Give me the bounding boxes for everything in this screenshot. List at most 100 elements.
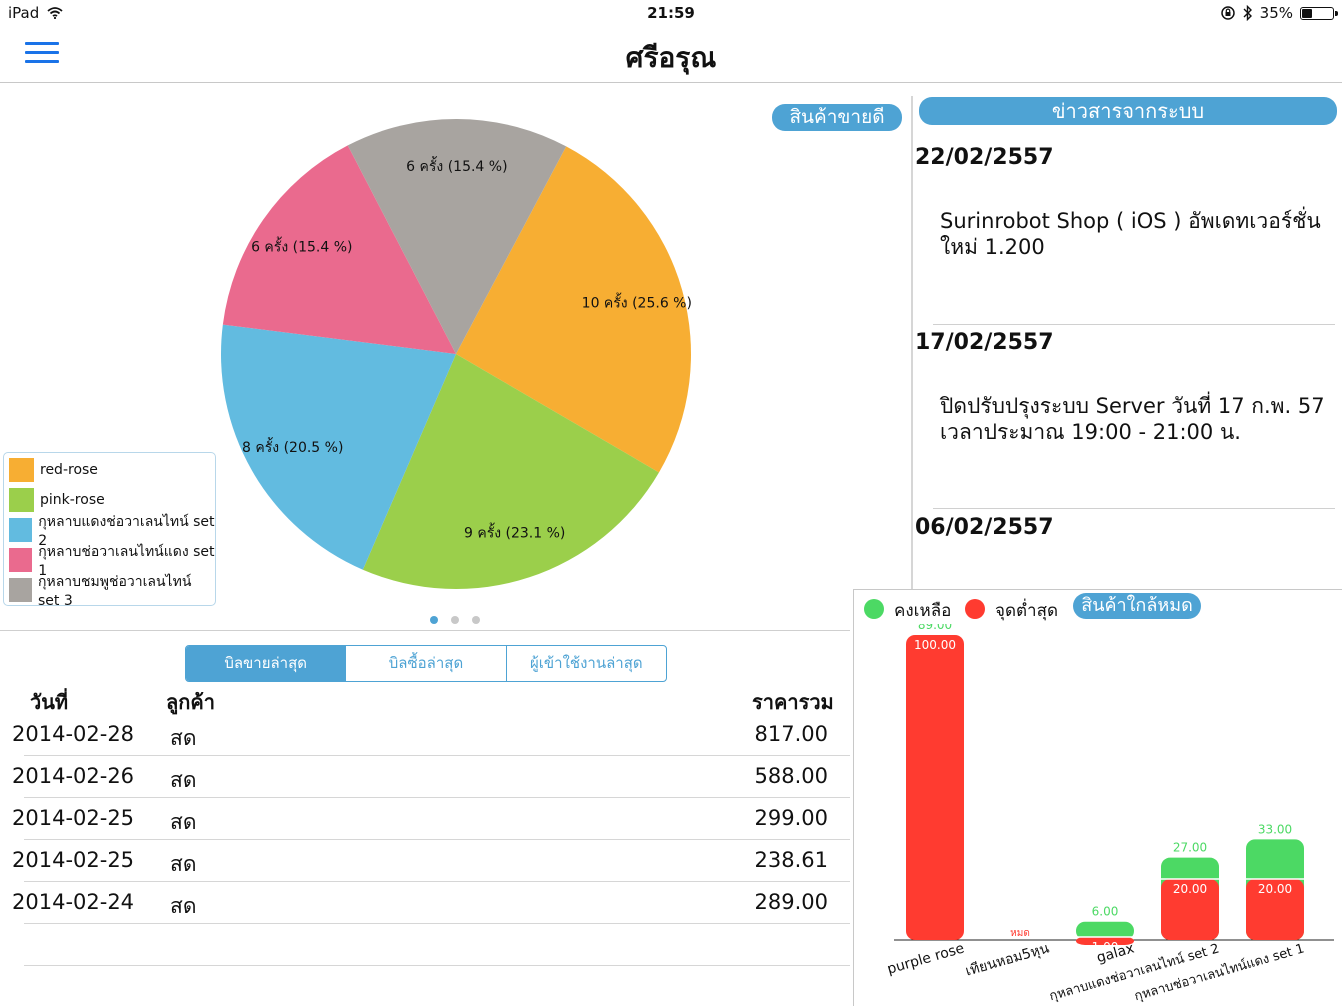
news-panel: ข่าวสารจากระบบ 22/02/2557 Surinrobot Sho… (913, 97, 1342, 589)
legend-label: กุหลาบช่อวาเลนไทน์แดง set 1 (38, 544, 215, 579)
bar-label-remaining: 27.00 (1173, 841, 1207, 855)
tab-latest-sales[interactable]: บิลขายล่าสุด (186, 646, 347, 681)
cell-date: 2014-02-28 (12, 722, 135, 746)
nav-bar: ศรีอรุณ (0, 28, 1342, 83)
header-total: ราคารวม (752, 690, 834, 714)
legend-item: กุหลาบชมพูช่อวาเลนไทน์ set 3 (9, 574, 215, 609)
clock: 21:59 (647, 4, 695, 22)
cell-customer: สด (170, 852, 197, 876)
best-seller-panel: 10 ครั้ง (25.6 %) 9 ครั้ง (23.1 %) 8 ครั้ง… (0, 83, 912, 630)
cell-total: 817.00 (754, 722, 828, 746)
cell-total: 588.00 (754, 764, 828, 788)
news-date: 22/02/2557 (915, 145, 1054, 170)
tab-latest-purchases[interactable]: บิลซื้อล่าสุด (346, 646, 507, 681)
cell-customer: สด (170, 894, 197, 918)
battery-icon (1300, 6, 1338, 20)
page-indicator[interactable] (430, 616, 480, 624)
bar-label-minimum: 20.00 (1173, 882, 1207, 896)
legend-swatch (9, 578, 32, 602)
pie-data-label: 6 ครั้ง (15.4 %) (251, 236, 352, 255)
legend-dot-minimum (965, 599, 985, 619)
table-row[interactable]: 2014-02-28 สด 817.00 (0, 714, 850, 756)
row-divider (24, 881, 850, 882)
battery-percent: 35% (1259, 4, 1293, 22)
table-row[interactable]: 2014-02-24 สด 289.00 (0, 882, 850, 924)
bar-label-remaining: 89.00 (918, 624, 952, 632)
news-separator (933, 508, 1335, 509)
header-date: วันที่ (30, 690, 69, 714)
status-left: iPad (8, 4, 63, 22)
battery-level (1302, 8, 1312, 18)
tab-latest-users[interactable]: ผู้เข้าใช้งานล่าสุด (530, 654, 643, 672)
row-divider (24, 797, 850, 798)
bar-label-empty: หมด (1010, 928, 1030, 939)
bar-remaining[interactable] (1076, 921, 1134, 940)
pie-slice-set-2[interactable] (221, 324, 456, 570)
status-bar: iPad 21:59 35% (0, 0, 1342, 28)
menu-icon[interactable] (25, 42, 59, 66)
cell-date: 2014-02-26 (12, 764, 135, 788)
device-name: iPad (8, 4, 40, 22)
legend-label: red-rose (40, 462, 98, 478)
legend-swatch (9, 458, 34, 482)
legend-label: กุหลาบชมพูช่อวาเลนไทน์ set 3 (37, 574, 192, 609)
legend-dot-remaining (864, 599, 884, 619)
row-divider (24, 965, 850, 966)
horizontal-divider (0, 630, 850, 631)
row-divider (24, 839, 850, 840)
legend-swatch (9, 488, 34, 512)
legend-label: pink-rose (40, 492, 105, 508)
bar-label-remaining: 6.00 (1092, 905, 1119, 919)
pie-slice-pink-rose[interactable] (362, 354, 659, 589)
bar-minimum[interactable] (906, 635, 964, 940)
legend-label: กุหลาบแดงช่อวาเลนไทน์ set 2 (38, 514, 215, 549)
best-seller-pie-chart: 10 ครั้ง (25.6 %) 9 ครั้ง (23.1 %) 8 ครั้ง… (221, 119, 692, 589)
pie-slice-set-3[interactable] (347, 119, 567, 354)
pie-slice-red-rose[interactable] (456, 146, 691, 473)
news-body: Surinrobot Shop ( iOS ) อัพเดทเวอร์ชั่นใ… (940, 209, 1321, 259)
pie-data-label: 9 ครั้ง (23.1 %) (464, 523, 565, 542)
news-date: 06/02/2557 (915, 515, 1054, 540)
page-dot[interactable] (430, 616, 438, 624)
row-divider (24, 755, 850, 756)
best-seller-badge: สินค้าขายดี (772, 104, 902, 131)
bar-label-minimum: 1.00 (1092, 940, 1119, 954)
legend-item: กุหลาบแดงช่อวาเลนไทน์ set 2 (9, 514, 215, 549)
legend-minimum: จุดต่ำสุด (995, 601, 1059, 621)
cell-date: 2014-02-25 (12, 848, 135, 872)
legend-remaining: คงเหลือ (894, 601, 952, 621)
bluetooth-icon (1243, 5, 1252, 21)
table-row[interactable]: 2014-02-26 สด 588.00 (0, 756, 850, 798)
page-dot[interactable] (451, 616, 459, 624)
cell-customer: สด (170, 726, 197, 750)
bar-minimum[interactable] (1161, 879, 1219, 940)
legend-swatch (9, 518, 33, 542)
rotation-lock-icon (1220, 6, 1235, 20)
news-date: 17/02/2557 (915, 330, 1054, 355)
page-title: ศรีอรุณ (625, 41, 717, 74)
status-right: 35% (1220, 4, 1338, 22)
low-stock-panel: คงเหลือ จุดต่ำสุด สินค้าใกล้หมด 89.00 100… (853, 589, 1342, 1006)
news-badge: ข่าวสารจากระบบ (919, 97, 1337, 125)
pie-data-label: 8 ครั้ง (20.5 %) (242, 437, 343, 456)
bar-minimum[interactable] (1246, 879, 1304, 940)
pie-data-label: 6 ครั้ง (15.4 %) (406, 156, 507, 175)
news-separator (933, 324, 1335, 325)
pie-legend: red-rose pink-rose กุหลาบแดงช่อวาเลนไทน์ s… (3, 452, 216, 609)
cell-date: 2014-02-25 (12, 806, 135, 830)
page-dot[interactable] (472, 616, 480, 624)
cell-total: 289.00 (754, 890, 828, 914)
bar-minimum[interactable] (1076, 936, 1134, 945)
legend-item: pink-rose (9, 487, 105, 513)
wifi-icon (47, 7, 63, 19)
cell-customer: สด (170, 810, 197, 834)
table-row[interactable]: 2014-02-25 สด 238.61 (0, 840, 850, 882)
table-row[interactable]: 2014-02-25 สด 299.00 (0, 798, 850, 840)
bar-label-remaining: 33.00 (1258, 822, 1292, 836)
cell-customer: สด (170, 768, 197, 792)
pie-slice-set-1[interactable] (222, 145, 456, 354)
bar-label-minimum: 100.00 (914, 638, 956, 652)
cell-total: 299.00 (754, 806, 828, 830)
cell-date: 2014-02-24 (12, 890, 135, 914)
category-label: เทียนหอม5หุน (964, 940, 1052, 979)
